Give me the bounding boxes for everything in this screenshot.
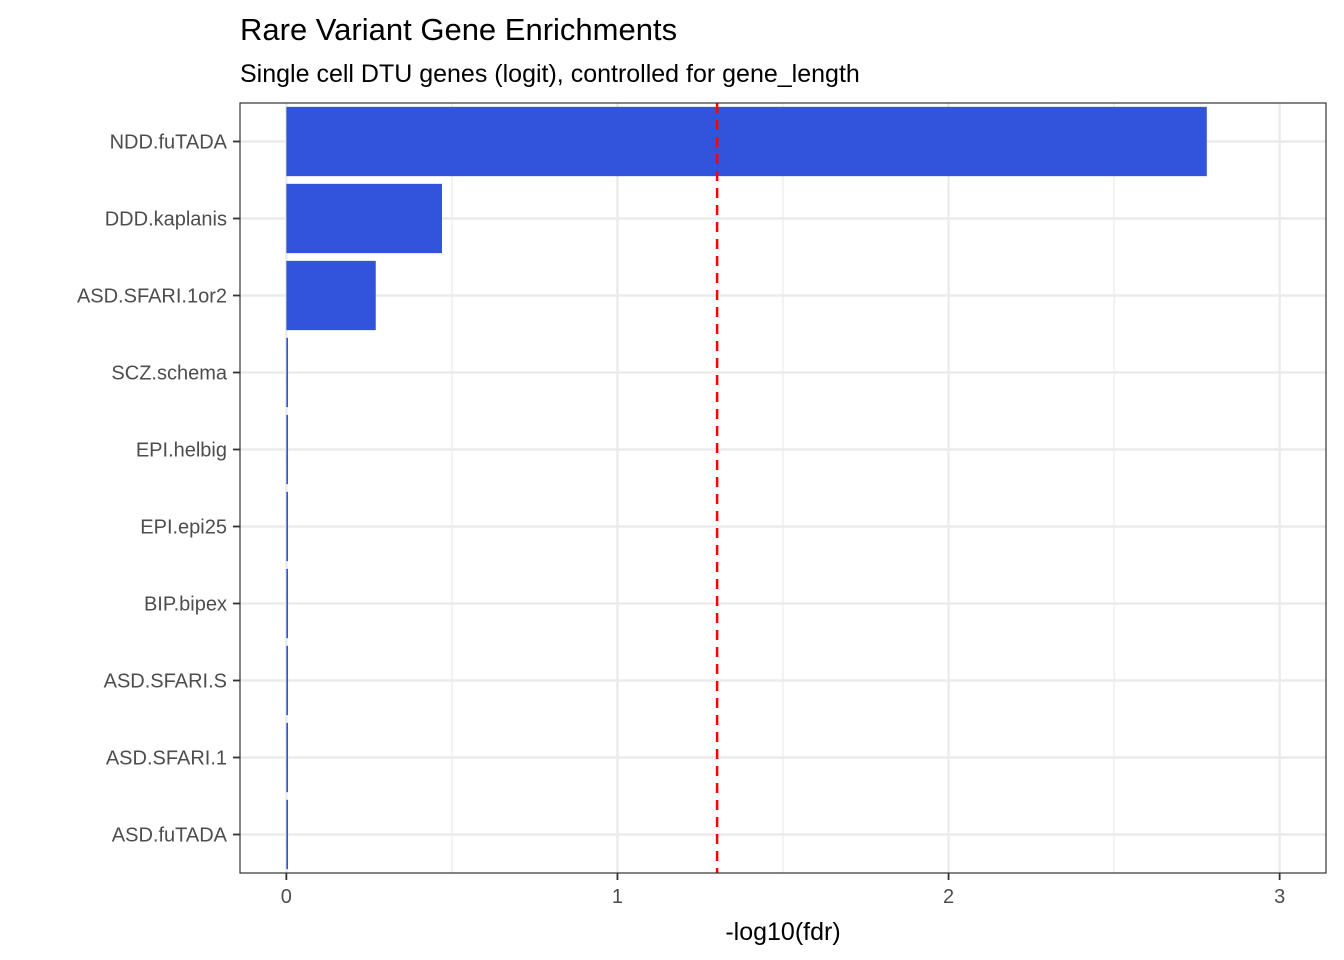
y-tick-label: BIP.bipex bbox=[144, 594, 227, 616]
y-tick-label: ASD.SFARI.1 bbox=[106, 748, 227, 770]
bars bbox=[286, 106, 1207, 870]
x-axis-title: -log10(fdr) bbox=[725, 918, 840, 946]
bar-ASD.SFARI.1or2 bbox=[286, 260, 376, 331]
y-tick-label: ASD.fuTADA bbox=[112, 825, 228, 847]
y-tick-label: ASD.SFARI.1or2 bbox=[77, 286, 227, 308]
bar-SCZ.schema bbox=[286, 337, 289, 408]
y-tick-label: EPI.helbig bbox=[136, 440, 227, 462]
y-axis: NDD.fuTADA DDD.kaplanis ASD.SFARI.1or2 SCZ.… bbox=[77, 132, 240, 847]
bar-EPI.epi25 bbox=[286, 491, 289, 562]
bar-EPI.helbig bbox=[286, 414, 289, 485]
y-tick-label: SCZ.schema bbox=[111, 363, 227, 385]
bar-ASD.SFARI.1 bbox=[286, 722, 289, 793]
bar-NDD.fuTADA bbox=[286, 106, 1207, 177]
bar-DDD.kaplanis bbox=[286, 183, 442, 254]
y-tick-label: EPI.epi25 bbox=[140, 517, 227, 539]
bar-ASD.fuTADA bbox=[286, 799, 289, 870]
x-tick-label: 3 bbox=[1274, 886, 1285, 908]
x-tick-label: 1 bbox=[612, 886, 623, 908]
y-tick-label: DDD.kaplanis bbox=[105, 209, 227, 231]
bar-ASD.SFARI.S bbox=[286, 645, 289, 716]
y-tick-label: ASD.SFARI.S bbox=[104, 671, 227, 693]
x-tick-label: 0 bbox=[281, 886, 292, 908]
plot-border bbox=[239, 102, 1327, 874]
y-tick-label: NDD.fuTADA bbox=[110, 132, 228, 154]
x-tick-label: 2 bbox=[943, 886, 954, 908]
chart-title: Rare Variant Gene Enrichments bbox=[240, 12, 677, 47]
bar-BIP.bipex bbox=[286, 568, 289, 639]
chart-subtitle: Single cell DTU genes (logit), controlle… bbox=[240, 60, 860, 88]
x-axis: 0 1 2 3 bbox=[281, 873, 1285, 908]
